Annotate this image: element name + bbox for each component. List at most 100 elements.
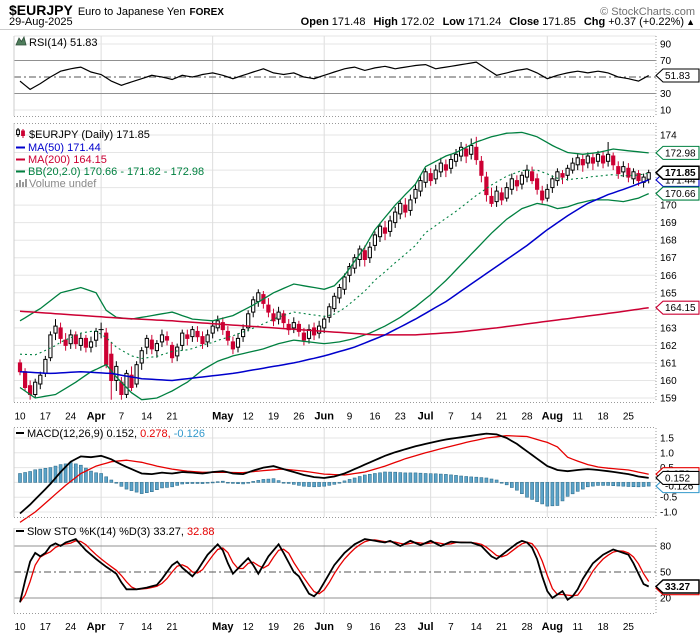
macd-legend: MACD(12,26,9) 0.152, 0.278, -0.126	[27, 428, 205, 440]
svg-text:21: 21	[496, 412, 508, 423]
svg-text:14: 14	[471, 622, 483, 633]
svg-text:May: May	[212, 621, 234, 633]
svg-text:19: 19	[268, 412, 280, 423]
svg-text:Aug: Aug	[542, 621, 563, 633]
rsi-panel: 90 70 30 10 51.83 RSI(14) 51.83	[13, 35, 700, 117]
svg-text:80: 80	[660, 542, 672, 553]
quote-label: Open	[300, 16, 329, 28]
svg-text:11: 11	[573, 412, 584, 423]
svg-text:7: 7	[119, 622, 125, 633]
quote-value: +0.37 (+0.22%)	[608, 16, 685, 28]
svg-text:33.27: 33.27	[665, 582, 690, 593]
axis-value-box	[654, 579, 700, 594]
svg-text:20: 20	[660, 594, 672, 605]
rsi-indicator-icon	[15, 35, 27, 46]
svg-text:Jul: Jul	[418, 411, 434, 423]
macd-histogram	[18, 462, 651, 507]
price-panel: 174 170 169 168 167 166 165 163 162 161 160 159 172.…	[13, 123, 700, 404]
svg-text:18: 18	[597, 412, 609, 423]
svg-text:1.0: 1.0	[660, 448, 674, 459]
svg-text:17: 17	[40, 622, 52, 633]
axis-value-box	[655, 186, 700, 201]
svg-text:170.66: 170.66	[665, 189, 696, 200]
svg-text:70: 70	[660, 56, 672, 67]
symbol-name: Euro to Japanese Yen	[77, 6, 186, 18]
svg-text:28: 28	[521, 412, 533, 423]
axis-value-box	[655, 470, 700, 485]
svg-text:10: 10	[660, 106, 672, 117]
svg-text:163: 163	[660, 323, 677, 334]
svg-text:167: 167	[660, 253, 677, 264]
svg-text:12: 12	[243, 622, 255, 633]
svg-text:21: 21	[496, 622, 508, 633]
overlay-legend: MA(200) 164.15	[28, 154, 107, 166]
svg-text:7: 7	[119, 412, 125, 423]
quote-row: 29-Aug-2025 Open 171.48 High 172.02 Low 171.2…	[0, 16, 700, 29]
symbol: $EURJPY	[9, 2, 73, 18]
svg-text:14: 14	[141, 412, 153, 423]
symbol-title: $EURJPY Euro to Japanese Yen FOREX	[9, 2, 224, 20]
svg-text:1.5: 1.5	[660, 434, 674, 445]
svg-text:Apr: Apr	[87, 411, 107, 423]
svg-text:23: 23	[395, 412, 407, 423]
x-axis-bottom: 10 17 24 Apr 7 14 21 May 12 19 26 Jun 9 16 23 Jul 7 14 21 2…	[14, 621, 634, 633]
svg-text:159: 159	[660, 393, 677, 404]
axis-value-box	[655, 68, 700, 83]
svg-text:Apr: Apr	[87, 621, 107, 633]
quote-value: 171.85	[542, 16, 576, 28]
stockcharts-credit: © StockCharts.com	[600, 6, 695, 18]
svg-text:166: 166	[660, 271, 677, 282]
exchange: FOREX	[189, 7, 224, 18]
svg-text:May: May	[212, 411, 234, 423]
axis-value-box	[655, 300, 700, 315]
svg-text:Jun: Jun	[314, 621, 334, 633]
svg-text:171.85: 171.85	[665, 168, 696, 179]
svg-text:-0.126: -0.126	[665, 482, 694, 493]
quote-value: 171.24	[467, 16, 502, 28]
quote-value: 171.48	[331, 16, 366, 28]
svg-text:9: 9	[347, 622, 353, 633]
svg-text:18: 18	[597, 622, 609, 633]
svg-text:7: 7	[448, 412, 454, 423]
overlay-legend: MA(50) 171.44	[28, 142, 101, 154]
svg-text:160: 160	[660, 376, 677, 387]
quote-label: High	[373, 16, 398, 28]
quote-label: Low	[442, 16, 465, 28]
rsi-legend: RSI(14) 51.83	[29, 37, 97, 49]
svg-text:Jul: Jul	[418, 621, 434, 633]
svg-text:9: 9	[347, 412, 353, 423]
svg-text:30: 30	[660, 89, 672, 100]
chart-header: $EURJPY Euro to Japanese Yen FOREX © Stock…	[0, 0, 700, 18]
svg-text:168: 168	[660, 236, 677, 247]
svg-text:169: 169	[660, 218, 677, 229]
svg-text:21: 21	[167, 622, 179, 633]
svg-text:171.44: 171.44	[665, 175, 696, 186]
svg-text:172.98: 172.98	[665, 148, 696, 159]
x-axis-middle: 10 17 24 Apr 7 14 21 May 12 19 26 Jun 9 16 23 Jul 7 14 21 2…	[14, 411, 634, 423]
axis-value-box	[655, 145, 700, 160]
chart-date: 29-Aug-2025	[9, 16, 73, 28]
price-legend: $EURJPY (Daily) 171.85	[29, 129, 150, 141]
svg-text:19: 19	[268, 622, 280, 633]
svg-text:17: 17	[40, 412, 52, 423]
volume-legend: Volume undef	[29, 178, 97, 190]
svg-text:23: 23	[395, 622, 407, 633]
svg-text:14: 14	[141, 622, 153, 633]
svg-text:164.15: 164.15	[665, 303, 696, 314]
svg-text:10: 10	[14, 622, 26, 633]
svg-text:25: 25	[623, 412, 635, 423]
svg-text:161: 161	[660, 358, 677, 369]
svg-text:0.152: 0.152	[665, 473, 690, 484]
svg-text:-0.5: -0.5	[660, 493, 678, 504]
svg-text:28: 28	[521, 622, 533, 633]
overlay-legend: BB(20,2.0) 170.66 - 171.82 - 172.98	[28, 166, 204, 178]
svg-text:24: 24	[65, 412, 77, 423]
svg-text:16: 16	[369, 622, 381, 633]
svg-text:165: 165	[660, 288, 677, 299]
svg-text:7: 7	[448, 622, 454, 633]
svg-text:16: 16	[369, 412, 381, 423]
svg-text:12: 12	[243, 412, 255, 423]
